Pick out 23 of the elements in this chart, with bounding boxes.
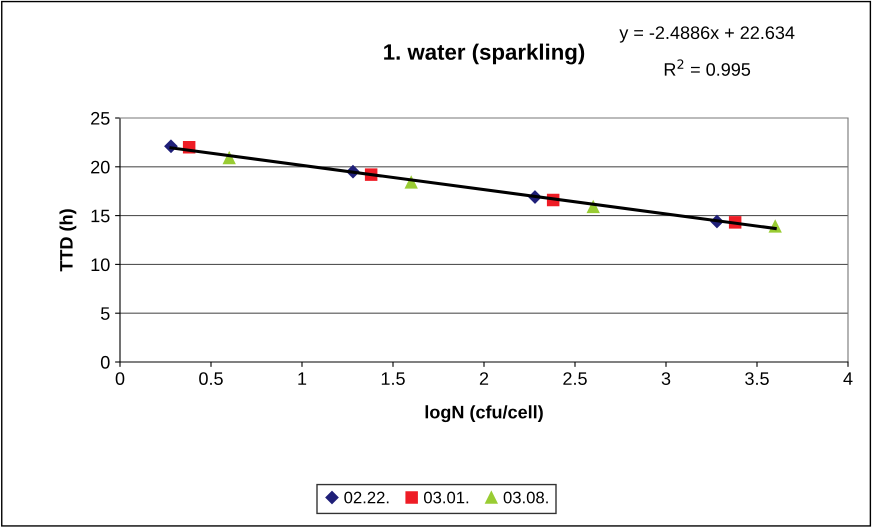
y-tick-label: 10 xyxy=(92,258,110,272)
x-tick-label: 4 xyxy=(843,372,852,385)
text: y = -2.4886x + 22.634 xyxy=(619,26,794,43)
y-tick-label: 20 xyxy=(91,160,110,174)
x-tick-label: 3 xyxy=(662,372,670,385)
x-tick-label: 0.5 xyxy=(199,372,223,385)
y-tick-label: 0 xyxy=(100,356,110,369)
x-tick-label: 1.5 xyxy=(382,372,405,385)
x-tick-label: 1 xyxy=(298,372,306,385)
y-tick-label: 25 xyxy=(91,112,110,125)
legend-label: 03.08. xyxy=(504,492,548,504)
x-axis-title: logN (cfu/cell) xyxy=(426,405,543,422)
legend-label: 02.22. xyxy=(344,492,388,504)
x-tick-label: 2.5 xyxy=(563,372,587,385)
y-tick-label: 15 xyxy=(92,210,110,222)
text: R$^{2}$ = 0.995 xyxy=(664,59,750,76)
y-axis-title: TTD (h) xyxy=(59,209,76,272)
x-tick-label: 0 xyxy=(116,372,124,385)
y-tick-label: 5 xyxy=(100,307,110,320)
x-tick-label: 3.5 xyxy=(745,372,769,385)
legend-label: 03.01. xyxy=(424,492,468,504)
chart-title: 1. water (sparkling) xyxy=(384,44,584,64)
x-tick-label: 2 xyxy=(480,372,488,385)
